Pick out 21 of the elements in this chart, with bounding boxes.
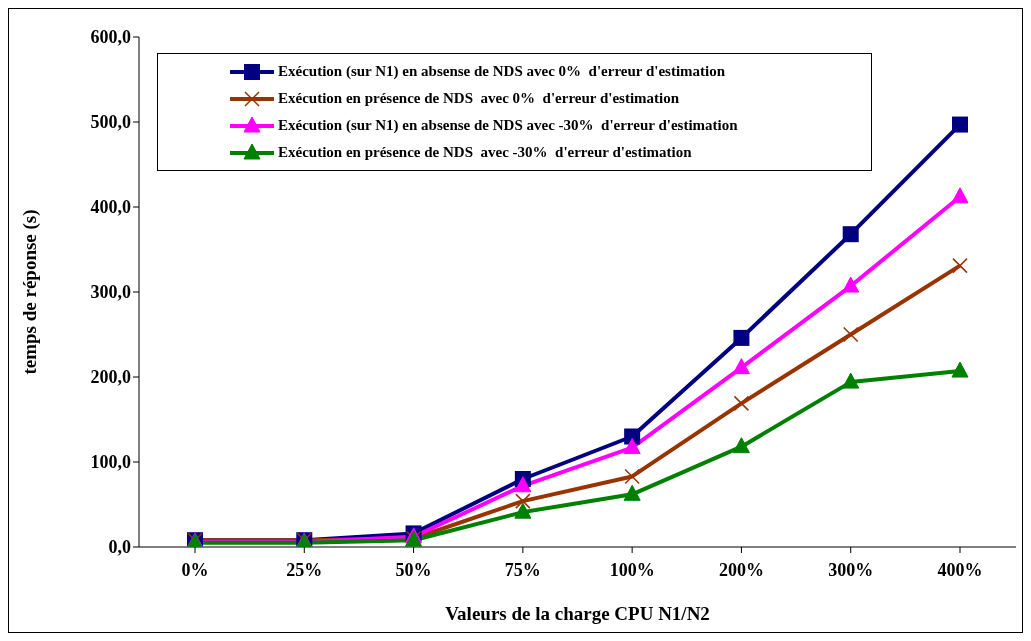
x-tick-label: 0%	[181, 559, 209, 580]
legend-label: Exécution en présence de NDS avec 0% d'erreur d'estimation	[278, 90, 680, 107]
y-tick-label: 100,0	[90, 452, 131, 473]
x-tick-label: 25%	[286, 559, 323, 580]
x-tick-label: 200%	[718, 559, 764, 580]
y-tick-label: 200,0	[90, 367, 131, 388]
y-tick-label: 300,0	[90, 282, 131, 303]
x-tick-label: 300%	[828, 559, 874, 580]
x-tick-label: 100%	[609, 559, 655, 580]
x-axis-title: Valeurs de la charge CPU N1/N2	[445, 603, 710, 624]
x-tick-label: 75%	[504, 559, 541, 580]
y-tick-label: 500,0	[90, 112, 131, 133]
legend-label: Exécution (sur N1) en absense de NDS avec 0% d'erreur d'estimation	[278, 63, 726, 80]
legend-label: Exécution en présence de NDS avec -30% d'erreur d'estimation	[278, 144, 692, 161]
y-tick-label: 600,0	[90, 27, 131, 48]
legend-label: Exécution (sur N1) en absense de NDS avec -30% d'erreur d'estimation	[278, 117, 738, 134]
y-tick-label: 400,0	[90, 197, 131, 218]
x-tick-label: 400%	[937, 559, 983, 580]
y-axis-title: temps de réponse (s)	[18, 209, 41, 375]
x-tick-label: 50%	[395, 559, 432, 580]
y-tick-label: 0,0	[108, 537, 131, 558]
